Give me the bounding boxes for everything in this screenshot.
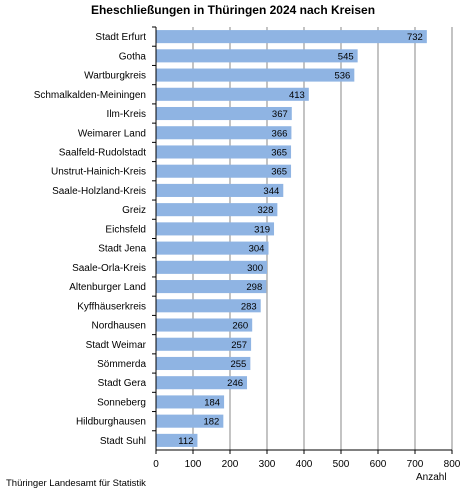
value-label: 365 xyxy=(271,167,287,178)
value-label: 366 xyxy=(272,128,288,139)
value-label: 365 xyxy=(271,147,287,158)
category-label: Saalfeld-Rudolstadt xyxy=(59,147,146,158)
category-label: Kyffhäuserkreis xyxy=(77,301,146,312)
bar xyxy=(156,260,267,274)
value-label: 545 xyxy=(338,51,354,62)
category-label: Stadt Suhl xyxy=(100,436,146,447)
bar xyxy=(156,299,261,313)
value-label: 184 xyxy=(204,397,220,408)
value-label: 112 xyxy=(178,436,193,447)
value-label: 344 xyxy=(263,186,279,197)
bar xyxy=(156,145,292,159)
category-label: Stadt Gera xyxy=(98,378,147,389)
value-label: 367 xyxy=(272,109,288,120)
category-label: Saale-Orla-Kreis xyxy=(72,263,146,274)
bar xyxy=(156,68,355,82)
x-tick-label: 800 xyxy=(444,459,461,470)
x-tick-label: 0 xyxy=(153,459,159,470)
x-tick-label: 600 xyxy=(370,459,387,470)
category-label: Hildburghausen xyxy=(76,417,146,428)
value-label: 413 xyxy=(289,90,305,101)
bar xyxy=(156,183,284,197)
category-label: Saale-Holzland-Kreis xyxy=(52,186,146,197)
category-label: Greiz xyxy=(122,205,146,216)
category-label: Unstrut-Hainich-Kreis xyxy=(51,167,146,178)
bar xyxy=(156,395,225,409)
value-label: 246 xyxy=(227,378,243,389)
value-label: 283 xyxy=(241,301,257,312)
value-label: 298 xyxy=(246,282,262,293)
x-tick-label: 300 xyxy=(259,459,276,470)
category-label: Stadt Erfurt xyxy=(95,32,146,43)
x-tick-label: 500 xyxy=(333,459,350,470)
source-footer: Thüringer Landesamt für Statistik xyxy=(6,478,146,489)
x-tick-label: 100 xyxy=(185,459,202,470)
category-label: Ilm-Kreis xyxy=(107,109,146,120)
value-label: 732 xyxy=(407,32,423,43)
value-label: 300 xyxy=(247,263,263,274)
category-label: Stadt Jena xyxy=(98,244,146,255)
bar xyxy=(156,49,358,63)
category-label: Weimarer Land xyxy=(78,128,146,139)
bar xyxy=(156,318,253,332)
bar xyxy=(156,241,269,255)
bar xyxy=(156,433,198,447)
bar xyxy=(156,356,251,371)
category-label: Wartburgkreis xyxy=(84,71,146,82)
bar xyxy=(156,376,248,390)
value-label: 319 xyxy=(254,224,270,235)
bar xyxy=(156,203,278,217)
bar xyxy=(156,164,292,178)
bar xyxy=(156,280,267,294)
bar xyxy=(156,337,252,351)
x-tick-label: 200 xyxy=(222,459,239,470)
value-label: 257 xyxy=(231,340,247,351)
category-label: Schmalkalden-Meiningen xyxy=(34,90,146,101)
bar xyxy=(156,414,224,428)
category-label: Sömmerda xyxy=(97,359,146,370)
x-tick-labels: 0 100 200 300 400 500 600 700 800 xyxy=(153,449,461,470)
bar xyxy=(156,87,309,101)
value-label: 536 xyxy=(334,71,350,82)
value-label: 328 xyxy=(258,205,274,216)
value-label: 255 xyxy=(230,359,246,370)
x-tick-label: 400 xyxy=(296,459,313,470)
x-axis-label: Anzahl xyxy=(416,472,447,483)
bar xyxy=(156,126,292,140)
value-label: 182 xyxy=(203,417,219,428)
category-label: Nordhausen xyxy=(92,321,146,332)
bars-group xyxy=(156,30,427,447)
category-label: Altenburger Land xyxy=(69,282,146,293)
bar xyxy=(156,222,275,236)
value-label: 260 xyxy=(232,321,248,332)
bar xyxy=(156,30,427,44)
category-label: Sonneberg xyxy=(97,397,146,408)
x-tick-label: 700 xyxy=(407,459,424,470)
category-label: Eichsfeld xyxy=(105,224,146,235)
chart-title: Eheschließungen in Thüringen 2024 nach K… xyxy=(91,3,375,17)
bar xyxy=(156,106,292,121)
category-labels: Stadt Erfurt Gotha Wartburgkreis Schmalkald… xyxy=(34,26,156,447)
category-label: Stadt Weimar xyxy=(86,340,147,351)
category-label: Gotha xyxy=(119,51,147,62)
value-label: 304 xyxy=(249,244,265,255)
